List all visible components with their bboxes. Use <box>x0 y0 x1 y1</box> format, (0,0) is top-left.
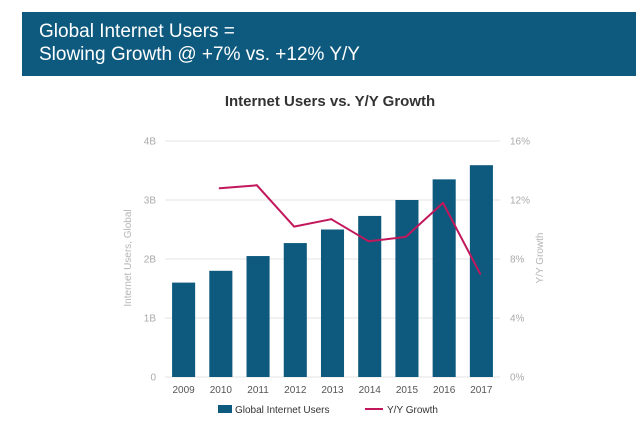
x-tick-label: 2011 <box>247 385 269 396</box>
growth-line-path <box>219 184 482 275</box>
left-axis-ticks: 0 1B 2B 3B 4B <box>144 137 157 384</box>
line-series <box>218 184 482 275</box>
bar <box>172 282 196 377</box>
bar <box>283 243 307 377</box>
growth-point <box>330 218 333 221</box>
growth-point <box>367 240 370 243</box>
growth-point <box>255 184 258 187</box>
left-tick-label: 0 <box>150 373 156 384</box>
growth-point <box>293 225 296 228</box>
bar <box>432 179 456 377</box>
left-axis-label: Internet Users, Global <box>123 209 134 306</box>
growth-point <box>442 201 445 204</box>
growth-point <box>404 235 407 238</box>
growth-point <box>218 187 221 190</box>
bar <box>358 215 382 377</box>
x-tick-label: 2017 <box>470 385 493 396</box>
right-tick-label: 8% <box>510 255 525 266</box>
x-tick-label: 2014 <box>359 385 382 396</box>
header-title-line-1: Global Internet Users = <box>39 21 235 42</box>
left-tick-label: 4B <box>144 137 157 148</box>
slide-header: Global Internet Users = Slowing Growth @… <box>22 12 636 76</box>
x-tick-label: 2009 <box>172 385 195 396</box>
bar <box>209 270 233 377</box>
x-tick-label: 2013 <box>321 385 344 396</box>
bar <box>469 165 493 377</box>
legend-label-line: Y/Y Growth <box>387 405 438 416</box>
x-axis-ticks: 2009 2010 2011 2012 2013 2014 2015 2016 2017 <box>172 385 492 396</box>
right-axis-label: Y/Y Growth <box>535 233 546 284</box>
right-axis-ticks: 0% 4% 8% 12% 16% <box>510 137 530 384</box>
x-tick-label: 2010 <box>210 385 233 396</box>
right-tick-label: 0% <box>510 373 525 384</box>
right-tick-label: 12% <box>510 196 530 207</box>
x-tick-label: 2012 <box>284 385 307 396</box>
legend-label-bars: Global Internet Users <box>235 405 330 416</box>
header-title-line-2: Slowing Growth @ +7% vs. +12% Y/Y <box>39 44 360 65</box>
right-tick-label: 16% <box>510 137 530 148</box>
left-tick-label: 2B <box>144 255 157 266</box>
left-tick-label: 1B <box>144 314 157 325</box>
bar <box>246 256 270 377</box>
bar <box>395 200 419 377</box>
left-tick-label: 3B <box>144 196 157 207</box>
x-tick-label: 2015 <box>396 385 419 396</box>
chart-title: Internet Users vs. Y/Y Growth <box>225 93 435 110</box>
x-tick-label: 2016 <box>433 385 456 396</box>
legend: Global Internet Users Y/Y Growth <box>218 405 438 416</box>
bar-series <box>172 165 493 377</box>
growth-point <box>479 272 482 275</box>
bar <box>320 229 345 377</box>
legend-swatch-bars <box>218 405 232 413</box>
right-tick-label: 4% <box>510 314 525 325</box>
